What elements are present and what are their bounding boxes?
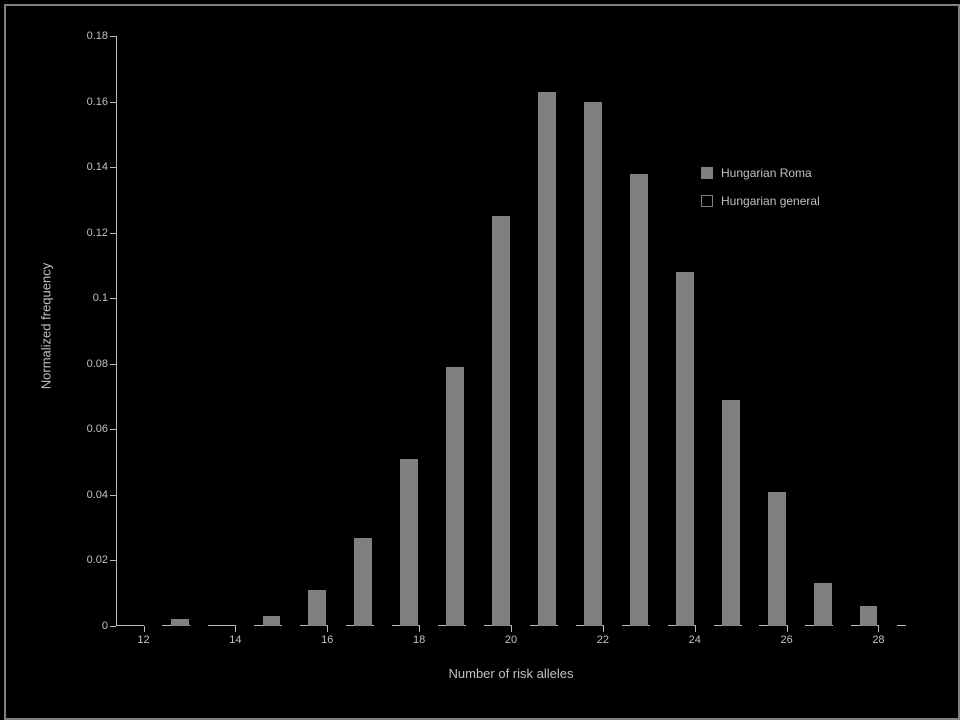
x-tick xyxy=(878,626,879,632)
x-tick xyxy=(327,626,328,632)
y-tick xyxy=(110,167,116,168)
y-tick xyxy=(110,429,116,430)
y-tick xyxy=(110,298,116,299)
y-tick xyxy=(110,495,116,496)
y-tick-label: 0.04 xyxy=(58,489,108,501)
bar xyxy=(236,580,254,626)
bar xyxy=(420,256,438,626)
bar xyxy=(558,161,576,626)
bar xyxy=(171,619,189,626)
y-tick xyxy=(110,626,116,627)
x-tick xyxy=(695,626,696,632)
bar xyxy=(190,606,208,626)
x-tick xyxy=(603,626,604,632)
y-axis-line xyxy=(116,36,117,626)
y-tick xyxy=(110,233,116,234)
bar xyxy=(676,272,694,626)
x-tick-label: 16 xyxy=(321,634,333,646)
bar xyxy=(768,492,786,626)
bar xyxy=(879,619,897,626)
bar xyxy=(833,616,851,626)
y-tick-label: 0.08 xyxy=(58,358,108,370)
y-tick xyxy=(110,364,116,365)
chart-frame: Normalized frequency Number of risk alle… xyxy=(4,4,960,720)
bar xyxy=(466,161,484,626)
bar xyxy=(144,619,162,626)
x-tick-label: 26 xyxy=(780,634,792,646)
bar xyxy=(584,102,602,626)
bar xyxy=(374,357,392,626)
bar xyxy=(814,583,832,626)
legend-label: Hungarian Roma xyxy=(721,166,812,180)
legend-label: Hungarian general xyxy=(721,194,820,208)
x-tick-label: 20 xyxy=(505,634,517,646)
x-tick xyxy=(235,626,236,632)
bar xyxy=(354,538,372,627)
plot-area: 00.020.040.060.080.10.120.140.160.181214… xyxy=(116,36,906,626)
y-tick-label: 0.06 xyxy=(58,423,108,435)
y-tick-label: 0.1 xyxy=(58,292,108,304)
bar xyxy=(696,498,714,626)
bar xyxy=(400,459,418,626)
legend-swatch-roma xyxy=(701,167,713,179)
bar xyxy=(446,367,464,626)
x-tick xyxy=(144,626,145,632)
y-tick-label: 0.14 xyxy=(58,161,108,173)
x-tick xyxy=(511,626,512,632)
x-tick xyxy=(787,626,788,632)
x-tick-label: 24 xyxy=(689,634,701,646)
y-tick xyxy=(110,36,116,37)
x-tick-label: 14 xyxy=(229,634,241,646)
bar xyxy=(308,590,326,626)
y-tick-label: 0.18 xyxy=(58,30,108,42)
x-tick-label: 18 xyxy=(413,634,425,646)
bar xyxy=(722,400,740,626)
bar xyxy=(860,606,878,626)
bar xyxy=(282,528,300,626)
bar xyxy=(512,105,530,626)
bar xyxy=(650,387,668,626)
y-axis-title: Normalized frequency xyxy=(39,263,54,389)
bar xyxy=(630,174,648,626)
legend-swatch-general xyxy=(701,195,713,207)
y-tick-label: 0.16 xyxy=(58,96,108,108)
bar xyxy=(742,564,760,626)
y-tick-label: 0.12 xyxy=(58,227,108,239)
y-tick xyxy=(110,102,116,103)
legend: Hungarian Roma Hungarian general xyxy=(701,166,820,222)
bar xyxy=(604,272,622,626)
bar xyxy=(328,452,346,626)
y-tick xyxy=(110,560,116,561)
legend-item: Hungarian general xyxy=(701,194,820,208)
y-tick-label: 0.02 xyxy=(58,554,108,566)
bar xyxy=(538,92,556,626)
x-tick-label: 28 xyxy=(872,634,884,646)
bar xyxy=(788,593,806,626)
x-tick-label: 22 xyxy=(597,634,609,646)
x-tick-label: 12 xyxy=(137,634,149,646)
x-tick xyxy=(419,626,420,632)
x-axis-title: Number of risk alleles xyxy=(449,666,574,681)
bar xyxy=(492,216,510,626)
legend-item: Hungarian Roma xyxy=(701,166,820,180)
y-tick-label: 0 xyxy=(58,620,108,632)
bar xyxy=(263,616,281,626)
